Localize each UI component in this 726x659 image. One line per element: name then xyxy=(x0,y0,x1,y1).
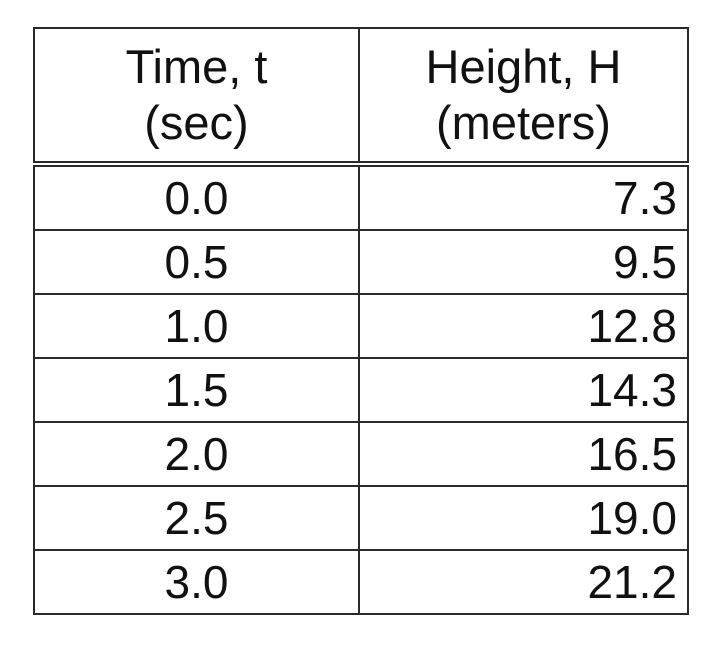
height-cell: 14.3 xyxy=(358,357,689,423)
time-cell: 0.5 xyxy=(33,229,360,295)
table-row: 3.0 21.2 xyxy=(33,549,689,615)
header-time: Time, t (sec) xyxy=(33,27,360,165)
table-row: 2.0 16.5 xyxy=(33,421,689,487)
time-cell: 2.5 xyxy=(33,485,360,551)
header-height-label: Height, H xyxy=(425,40,622,93)
time-cell: 2.0 xyxy=(33,421,360,487)
time-cell: 1.0 xyxy=(33,293,360,359)
table-row: 1.5 14.3 xyxy=(33,357,689,423)
header-height: Height, H (meters) xyxy=(358,27,689,165)
header-row: Time, t (sec) Height, H (meters) xyxy=(33,27,689,165)
table-row: 0.5 9.5 xyxy=(33,229,689,295)
table-row: 2.5 19.0 xyxy=(33,485,689,551)
table-row: 1.0 12.8 xyxy=(33,293,689,359)
height-cell: 7.3 xyxy=(358,163,689,231)
header-time-label: Time, t xyxy=(125,40,268,93)
time-cell: 0.0 xyxy=(33,163,360,231)
table-header: Time, t (sec) Height, H (meters) xyxy=(33,27,689,165)
header-height-unit: (meters) xyxy=(436,96,611,149)
time-cell: 3.0 xyxy=(33,549,360,615)
table-row: 0.0 7.3 xyxy=(33,163,689,231)
time-cell: 1.5 xyxy=(33,357,360,423)
height-cell: 19.0 xyxy=(358,485,689,551)
table-body: 0.0 7.3 0.5 9.5 1.0 12.8 1.5 14.3 2.0 16.5 2.5 19.0… xyxy=(33,163,689,615)
height-cell: 12.8 xyxy=(358,293,689,359)
height-cell: 21.2 xyxy=(358,549,689,615)
height-cell: 9.5 xyxy=(358,229,689,295)
time-height-table: Time, t (sec) Height, H (meters) 0.0 7.3 0… xyxy=(33,27,689,615)
height-cell: 16.5 xyxy=(358,421,689,487)
header-time-unit: (sec) xyxy=(144,96,249,149)
